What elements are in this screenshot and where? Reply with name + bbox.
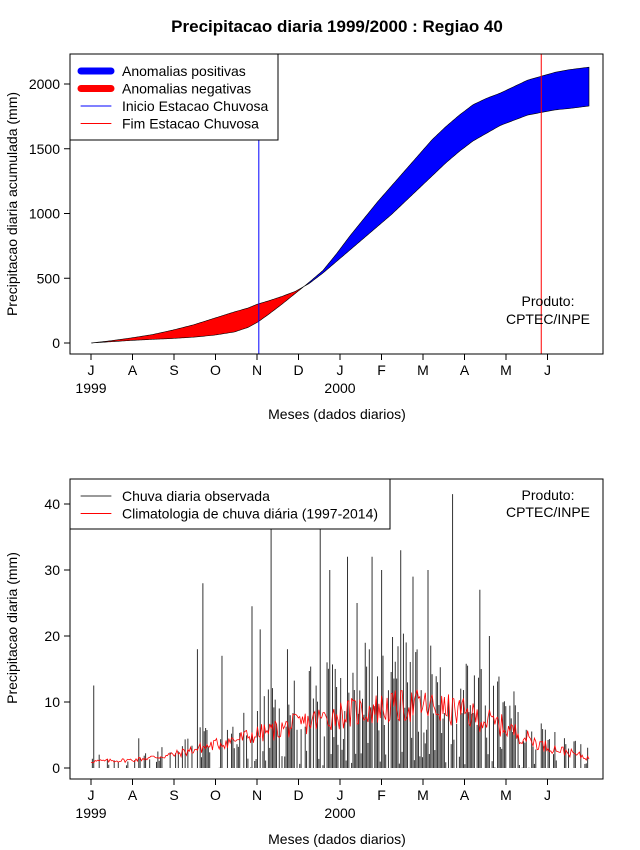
- bottom-x-tick-label: F: [377, 787, 386, 803]
- bottom-y-tick-label: 10: [44, 694, 60, 710]
- top-legend-label: Anomalias positivas: [122, 63, 246, 79]
- product-label-bottom: Produto:: [522, 487, 575, 503]
- top-year-label: 1999: [75, 380, 106, 396]
- top-y-tick-label: 1000: [29, 206, 60, 222]
- top-y-tick-label: 0: [52, 335, 60, 351]
- bottom-x-tick-label: J: [88, 787, 95, 803]
- climatology-line: [90, 689, 590, 764]
- bottom-y-tick-label: 0: [52, 760, 60, 776]
- top-x-tick-label: J: [88, 362, 95, 378]
- top-x-tick-label: F: [377, 362, 386, 378]
- bottom-x-tick-label: N: [252, 787, 262, 803]
- bottom-x-tick-label: A: [128, 787, 138, 803]
- bottom-year-label: 1999: [75, 805, 106, 821]
- top-x-tick-label: O: [210, 362, 221, 378]
- top-year-label: 2000: [324, 380, 355, 396]
- x-axis-label-top: Meses (dados diarios): [268, 406, 406, 422]
- bottom-x-tick-label: S: [169, 787, 178, 803]
- bottom-x-tick-label: M: [500, 787, 512, 803]
- top-x-tick-label: J: [337, 362, 344, 378]
- negative-anomaly-area: [92, 286, 305, 344]
- x-axis-label-bottom: Meses (dados diarios): [268, 831, 406, 847]
- top-y-tick-label: 500: [37, 270, 61, 286]
- product-source-bottom: CPTEC/INPE: [506, 504, 590, 520]
- bottom-x-tick-label: A: [460, 787, 470, 803]
- bottom-x-tick-label: D: [293, 787, 303, 803]
- top-y-tick-label: 2000: [29, 76, 60, 92]
- bottom-year-label: 2000: [324, 805, 355, 821]
- product-source: CPTEC/INPE: [506, 311, 590, 327]
- positive-anomaly-area: [303, 66, 590, 287]
- top-legend-label: Fim Estacao Chuvosa: [122, 116, 259, 132]
- bottom-x-tick-label: J: [544, 787, 551, 803]
- chart-title: Precipitacao diaria 1999/2000 : Regiao 4…: [171, 17, 503, 36]
- top-x-tick-label: S: [169, 362, 178, 378]
- cumulative-legend: Anomalias positivas Anomalias negativasIn…: [69, 53, 279, 141]
- top-x-tick-label: N: [252, 362, 262, 378]
- daily-precipitation-panel: 0 10 20 30 40 J A S O N D J F M A M J 1999 2000 Chuva diar…: [4, 478, 604, 847]
- top-x-tick-label: A: [460, 362, 470, 378]
- bottom-y-tick-label: 20: [44, 628, 60, 644]
- bottom-legend-box: [69, 478, 391, 530]
- product-label: Produto:: [522, 293, 575, 309]
- bottom-legend-label: Climatologia de chuva diária (1997-2014): [122, 506, 378, 522]
- y-axis-label-bottom: Precipitacao diaria (mm): [4, 552, 20, 704]
- top-y-tick-label: 1500: [29, 141, 60, 157]
- top-x-tick-label: A: [128, 362, 138, 378]
- top-x-tick-label: J: [544, 362, 551, 378]
- top-legend-label: Inicio Estacao Chuvosa: [122, 98, 269, 114]
- top-x-tick-label: D: [293, 362, 303, 378]
- cumulative-precipitation-panel: 0 500 1000 1500 2000 J A S O N D J F M A M J 1999 2000 Ano…: [4, 53, 604, 422]
- bottom-y-tick-label: 40: [44, 496, 60, 512]
- bottom-x-tick-label: M: [417, 787, 429, 803]
- y-axis-label-top: Precipitacao diaria acumulada (mm): [4, 92, 20, 316]
- daily-legend: Chuva diaria observada Climatologia de ch…: [69, 478, 391, 530]
- bottom-legend-label: Chuva diaria observada: [122, 488, 270, 504]
- top-x-tick-label: M: [500, 362, 512, 378]
- bottom-x-tick-label: J: [337, 787, 344, 803]
- bottom-x-tick-label: O: [210, 787, 221, 803]
- top-legend-label: Anomalias negativas: [122, 81, 251, 97]
- bottom-y-tick-label: 30: [44, 562, 60, 578]
- top-x-tick-label: M: [417, 362, 429, 378]
